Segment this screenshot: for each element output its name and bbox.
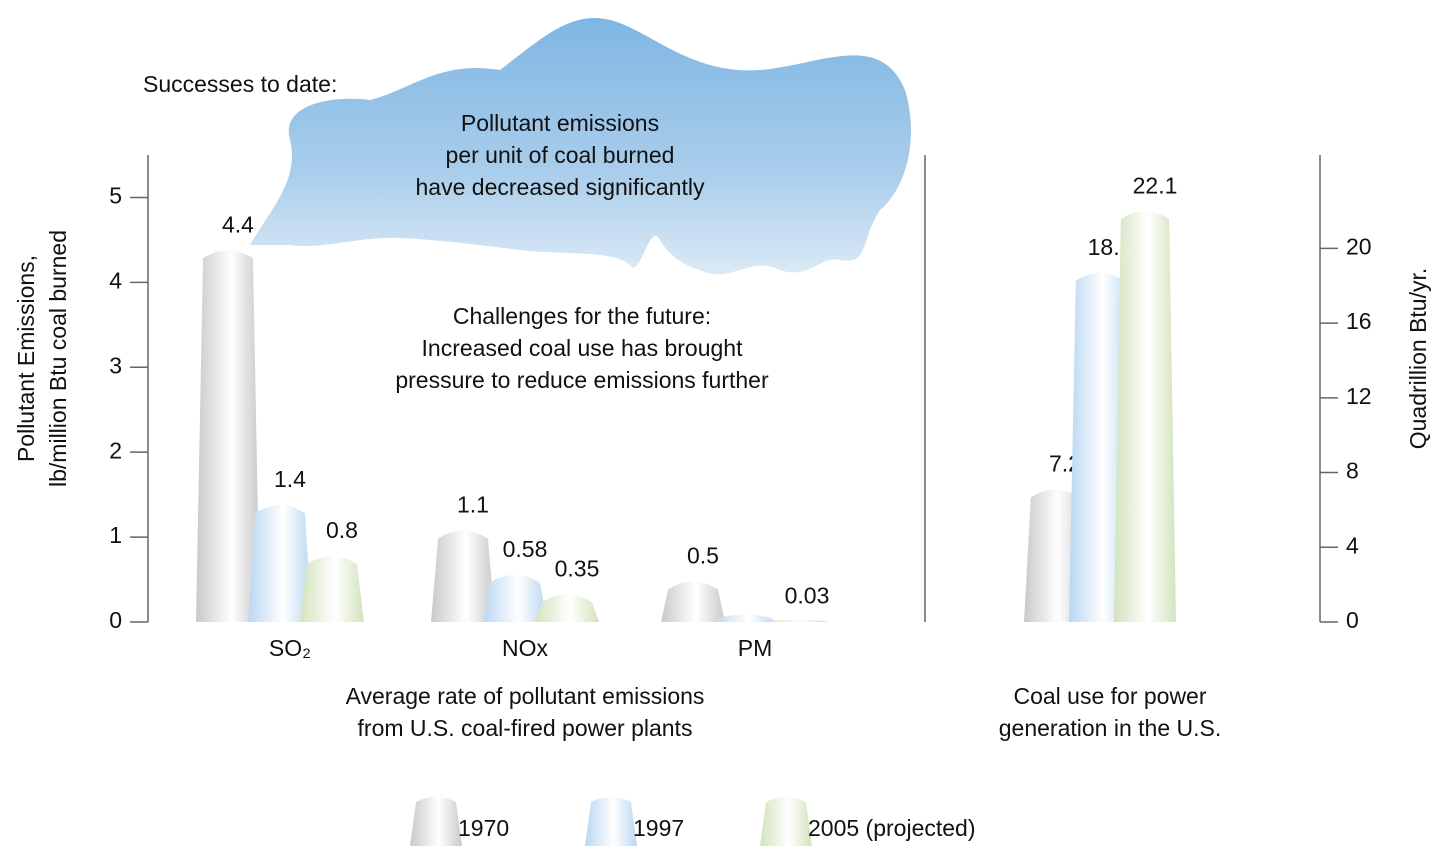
legend-label: 1970	[458, 815, 509, 841]
y-tick-label: 0	[109, 607, 122, 633]
bar	[1114, 211, 1176, 622]
value-label: 0.8	[326, 517, 358, 543]
y-tick-label: 1	[109, 522, 122, 548]
bar	[431, 530, 495, 622]
bar	[535, 594, 599, 622]
legend-label: 2005 (projected)	[808, 815, 976, 841]
bar	[713, 614, 777, 622]
x-tick-label: NOx	[502, 635, 549, 661]
y-tick-label: 5	[109, 183, 122, 209]
annotation: have decreased significantly	[416, 174, 705, 200]
bar	[483, 574, 547, 622]
x-axis-label: Coal use for power	[1013, 683, 1206, 709]
x-axis-label: from U.S. coal-fired power plants	[358, 715, 693, 741]
annotation: Pollutant emissions	[461, 110, 659, 136]
bar	[765, 619, 829, 622]
legend-label: 1997	[633, 815, 684, 841]
value-label: 4.4	[222, 211, 254, 237]
legend-swatch	[410, 797, 462, 846]
value-label: 0.35	[555, 555, 600, 581]
annotation: Increased coal use has brought	[422, 335, 744, 361]
y-tick-label: 3	[109, 352, 122, 378]
bar	[248, 505, 312, 622]
y-tick-label: 12	[1346, 383, 1372, 409]
value-label: 22.1	[1133, 172, 1178, 198]
value-label: 0.58	[503, 536, 548, 562]
y-tick-label: 20	[1346, 233, 1372, 259]
y-tick-label: 4	[109, 267, 122, 293]
y-tick-label: 8	[1346, 458, 1359, 484]
y-axis-label: Pollutant Emissions,	[13, 255, 39, 462]
y-tick-label: 0	[1346, 607, 1359, 633]
annotation: Challenges for the future:	[453, 303, 711, 329]
value-label: 1.1	[457, 492, 489, 518]
annotation: Successes to date:	[143, 71, 337, 97]
y-tick-label: 16	[1346, 308, 1372, 334]
x-axis-label: generation in the U.S.	[999, 715, 1221, 741]
bar	[300, 556, 364, 622]
x-tick-label: PM	[738, 635, 773, 661]
value-label: 0.5	[687, 543, 719, 569]
bar	[661, 581, 725, 622]
y-tick-label: 2	[109, 437, 122, 463]
y-tick-label: 4	[1346, 532, 1359, 558]
annotation: pressure to reduce emissions further	[395, 367, 769, 393]
value-label: 1.4	[274, 466, 306, 492]
legend-swatch	[585, 797, 637, 846]
x-tick-label: SO₂	[269, 635, 311, 661]
y-axis-label: lb/million Btu coal burned	[45, 230, 71, 487]
y-axis-label: Quadrillion Btu/yr.	[1405, 268, 1431, 450]
annotation: per unit of coal burned	[446, 142, 675, 168]
cloud	[250, 18, 911, 275]
bar	[196, 250, 260, 622]
legend-swatch	[760, 797, 812, 846]
value-label: 0.03	[785, 583, 830, 609]
x-axis-label: Average rate of pollutant emissions	[346, 683, 705, 709]
